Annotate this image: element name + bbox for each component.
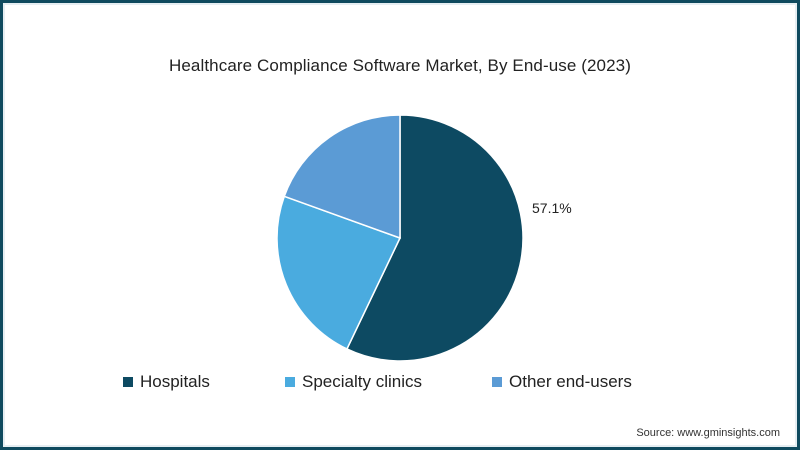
source-note: Source: www.gminsights.com (636, 427, 780, 439)
legend-item-other-end-users: Other end-users (492, 372, 632, 392)
legend-item-hospitals: Hospitals (123, 372, 210, 392)
legend: Hospitals Specialty clinics Other end-us… (0, 372, 800, 394)
legend-swatch-specialty-clinics (285, 377, 295, 387)
legend-swatch-other-end-users (492, 377, 502, 387)
legend-item-specialty-clinics: Specialty clinics (285, 372, 422, 392)
legend-label: Specialty clinics (302, 372, 422, 391)
legend-swatch-hospitals (123, 377, 133, 387)
chart-title: Healthcare Compliance Software Market, B… (169, 56, 631, 75)
pie-slice-other-end-users (283, 114, 401, 240)
pie-slice-specialty-clinics (276, 195, 402, 350)
hospitals-data-label: 57.1% (532, 200, 572, 216)
legend-label: Hospitals (140, 372, 210, 391)
legend-label: Other end-users (509, 372, 632, 391)
pie-slice-hospitals (345, 114, 524, 362)
